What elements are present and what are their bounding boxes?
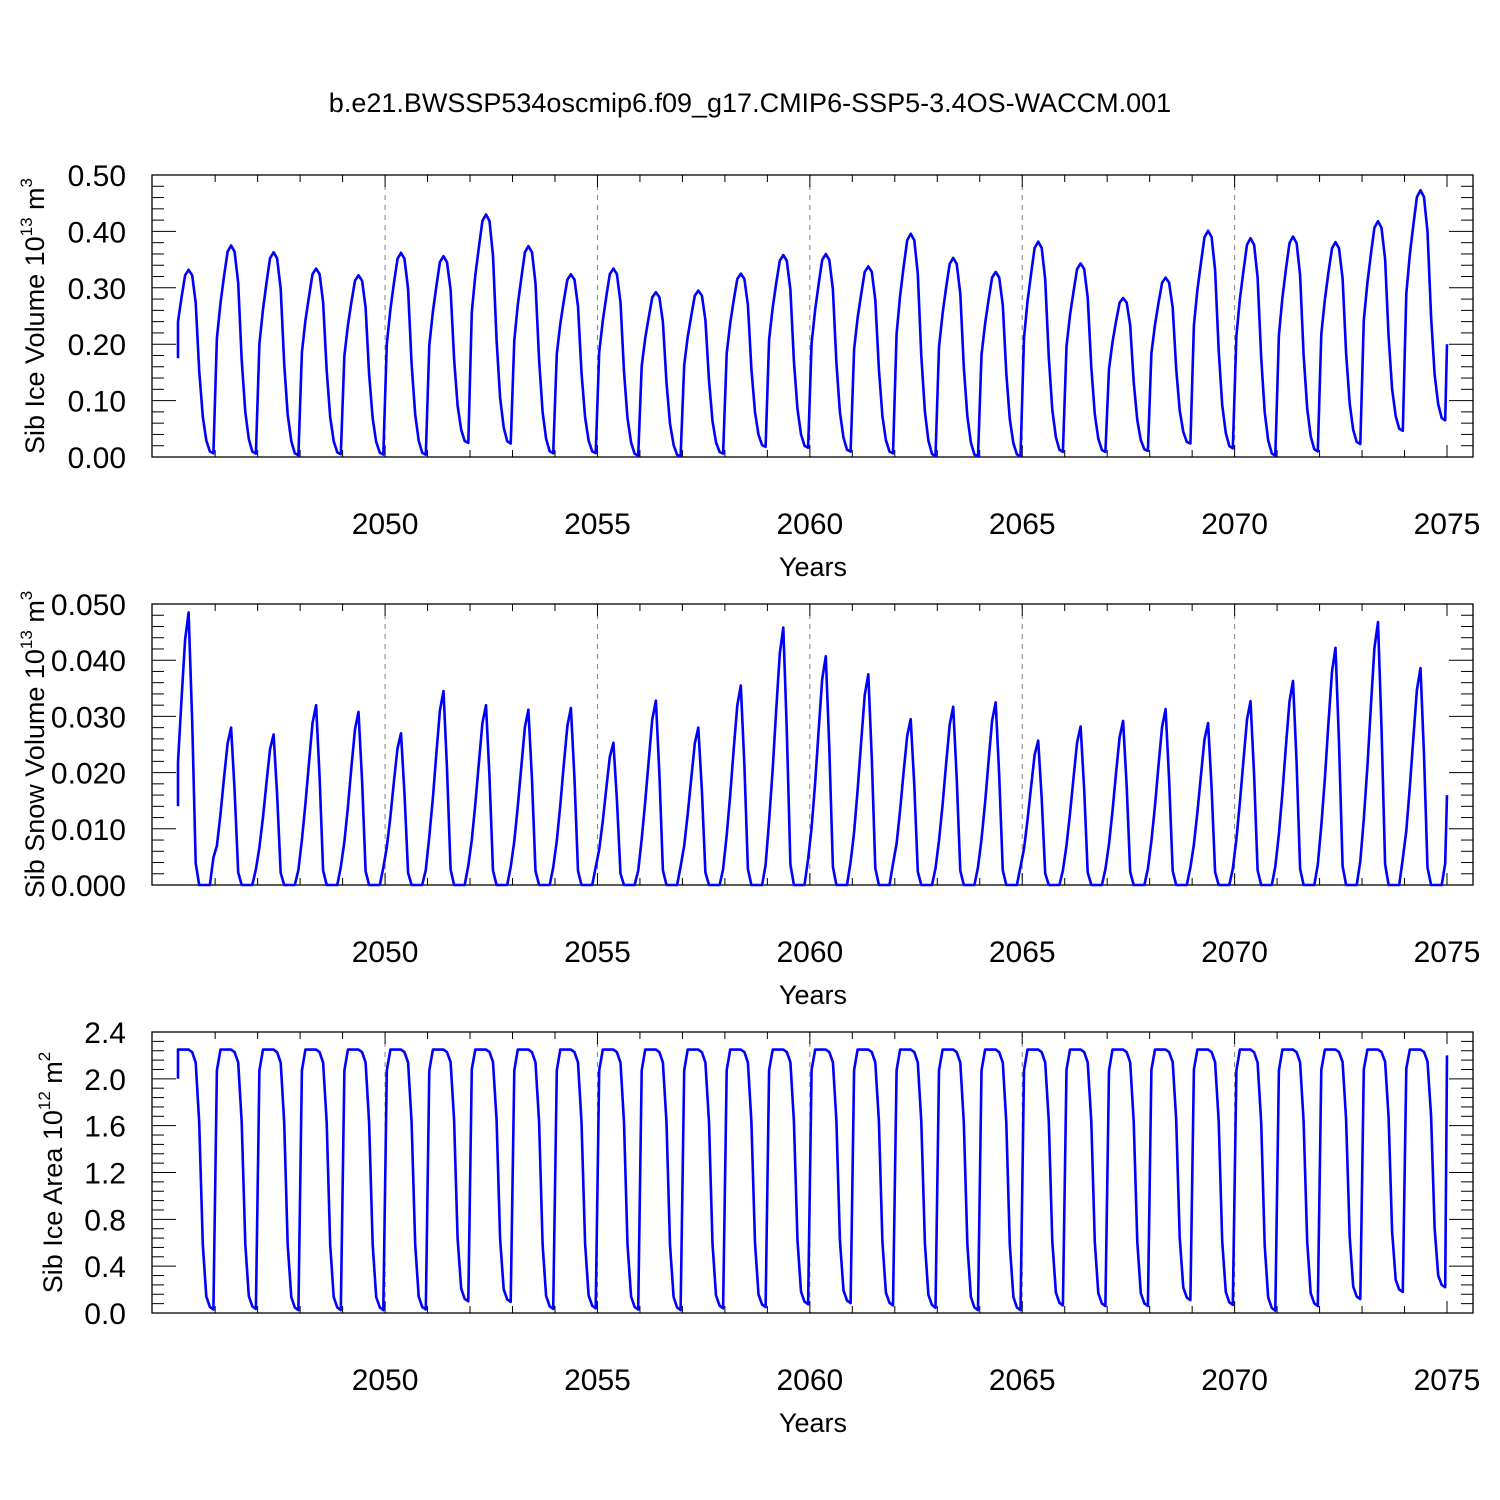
y-tick-label-0.4: 0.4	[84, 1251, 126, 1284]
y-axis-label-name: Sib Ice Volume 10	[20, 236, 50, 454]
y-tick-label-1.2: 1.2	[84, 1158, 126, 1191]
x-tick-label-2070: 2070	[1201, 936, 1268, 969]
y-axis-label-name: Sib Ice Area 10	[38, 1110, 68, 1293]
x-tick-label-2075: 2075	[1414, 1364, 1481, 1397]
y-axis-label-exp: 13	[17, 630, 36, 649]
series-line-1	[176, 611, 1449, 887]
y-tick-label-0.030: 0.030	[51, 701, 126, 734]
y-tick-label-0.000: 0.000	[51, 870, 126, 903]
y-axis-label: Sib Ice Area 1012 m2	[35, 1052, 68, 1294]
plot-frame	[151, 603, 1474, 886]
x-tick-label-2055: 2055	[564, 936, 631, 969]
y-tick-label-0.010: 0.010	[51, 814, 126, 847]
y-axis-label-exp: 13	[17, 217, 36, 236]
y-axis-label-unit-exp: 3	[17, 178, 36, 187]
y-tick-label-0.00: 0.00	[68, 442, 126, 475]
y-tick-label-0.50: 0.50	[68, 160, 126, 193]
y-axis-label-exp: 12	[35, 1091, 54, 1110]
x-tick-label-2070: 2070	[1201, 1364, 1268, 1397]
x-tick-label-2065: 2065	[989, 936, 1056, 969]
y-tick-label-2.4: 2.4	[84, 1017, 126, 1050]
plot-frame	[151, 174, 1474, 458]
x-axis-label: Years	[779, 552, 847, 582]
y-tick-label-0.020: 0.020	[51, 758, 126, 791]
y-axis-label: Sib Snow Volume 1013 m3	[17, 591, 50, 899]
y-axis-label-unit: m	[20, 600, 50, 630]
y-axis-label-unit: m	[38, 1061, 68, 1091]
y-tick-label-0.8: 0.8	[84, 1204, 126, 1237]
y-axis-label-unit-exp: 3	[17, 591, 36, 600]
x-tick-label-2065: 2065	[989, 508, 1056, 541]
x-tick-label-2055: 2055	[564, 1364, 631, 1397]
y-tick-label-2.0: 2.0	[84, 1064, 126, 1097]
x-tick-label-2075: 2075	[1414, 508, 1481, 541]
x-tick-label-2065: 2065	[989, 1364, 1056, 1397]
ice-volume-panel: 0.00 0.10 0.20 0.30 0.40 0.50 2050 2055 2060 2065…	[17, 160, 1480, 582]
snow-volume-panel: 0.000 0.010 0.020 0.030 0.040 0.050 2050 2055 20…	[17, 589, 1480, 1010]
y-axis-label: Sib Ice Volume 1013 m3	[17, 178, 50, 454]
y-tick-label-0.0: 0.0	[84, 1298, 126, 1331]
x-tick-label-2050: 2050	[352, 508, 419, 541]
y-tick-label-0.20: 0.20	[68, 329, 126, 362]
x-tick-label-2060: 2060	[776, 936, 843, 969]
x-axis-label: Years	[779, 980, 847, 1010]
y-tick-label-1.6: 1.6	[84, 1111, 126, 1144]
x-axis-label: Years	[779, 1408, 847, 1438]
y-tick-label-0.050: 0.050	[51, 589, 126, 622]
y-tick-label-0.40: 0.40	[68, 216, 126, 249]
series-line-0	[176, 188, 1449, 458]
ice-area-panel: 0.0 0.4 0.8 1.2 1.6 2.0 2.4 2050 2055 2060 2065 207…	[35, 1017, 1480, 1438]
x-tick-label-2050: 2050	[352, 936, 419, 969]
y-tick-label-0.30: 0.30	[68, 273, 126, 306]
y-tick-label-0.10: 0.10	[68, 386, 126, 419]
y-axis-label-unit-exp: 2	[35, 1052, 54, 1061]
y-axis-label-name: Sib Snow Volume 10	[20, 649, 50, 898]
x-tick-label-2050: 2050	[352, 1364, 419, 1397]
y-tick-label-0.040: 0.040	[51, 645, 126, 678]
y-axis-label-unit: m	[20, 187, 50, 217]
x-tick-label-2060: 2060	[776, 1364, 843, 1397]
series-line-2	[176, 1048, 1449, 1312]
x-tick-label-2055: 2055	[564, 508, 631, 541]
x-tick-label-2075: 2075	[1414, 936, 1481, 969]
figure-title: b.e21.BWSSP534oscmip6.f09_g17.CMIP6-SSP5…	[329, 88, 1171, 118]
x-tick-label-2070: 2070	[1201, 508, 1268, 541]
x-tick-label-2060: 2060	[776, 508, 843, 541]
